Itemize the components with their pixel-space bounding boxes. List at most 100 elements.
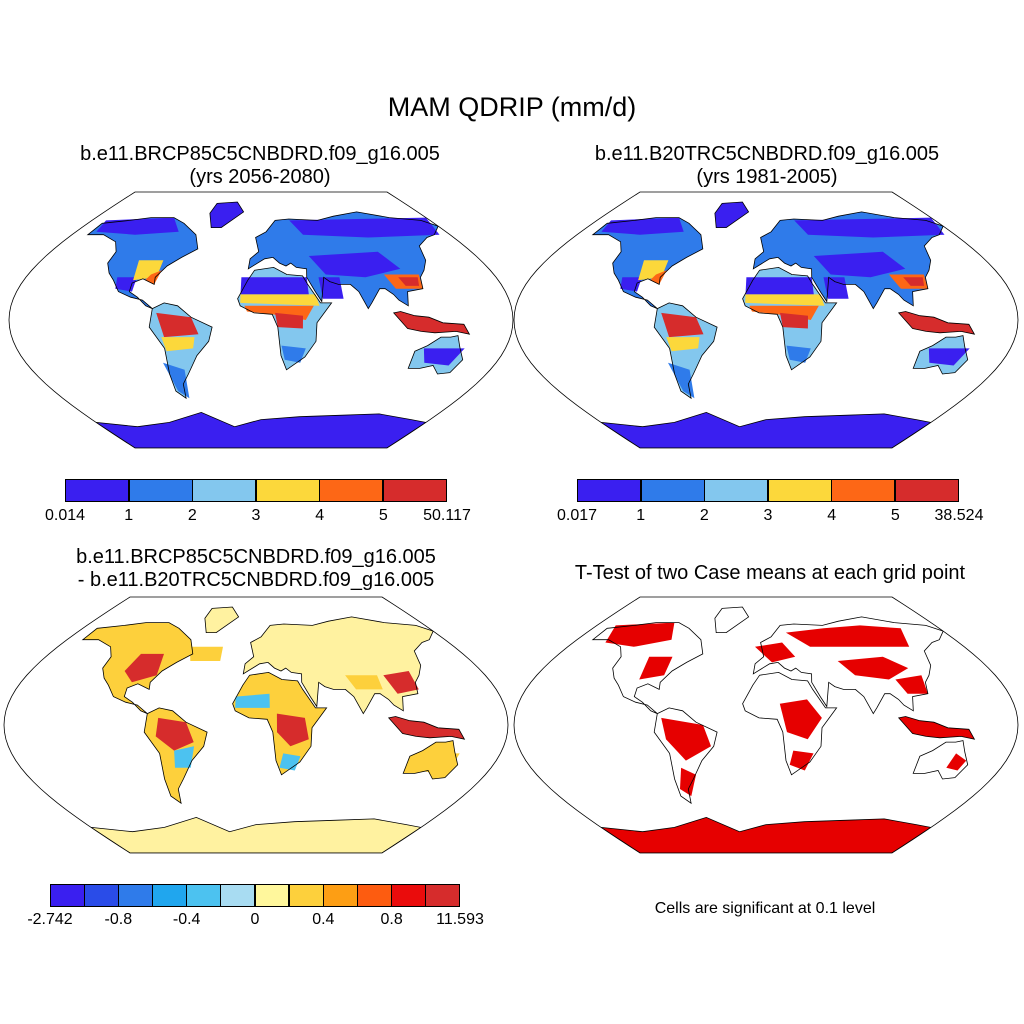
colorbar-difference-label: -0.8: [104, 911, 133, 928]
map-ttest: [513, 596, 1019, 854]
colorbar-difference-box-3: [152, 884, 188, 907]
colorbar-future-label: 1: [124, 507, 134, 524]
map-future-coastline-eurasia: [247, 211, 439, 310]
map-ttest-land-antarctica: [601, 817, 931, 853]
map-difference-coastline-indonesia: [387, 716, 466, 740]
map-historical-land-greenland: [714, 202, 749, 228]
map-future-region-4: [281, 345, 306, 363]
map-difference-coastline-samerica: [143, 707, 208, 805]
map-historical-region-4: [786, 345, 811, 363]
panel2-title-line2: (yrs 1981-2005): [696, 166, 838, 188]
significance-note: Cells are significant at 0.1 level: [654, 900, 876, 917]
map-future-region-12: [308, 251, 401, 278]
map-historical-coastline-samerica: [653, 302, 718, 400]
map-ttest-coastline-africa: [742, 671, 838, 776]
map-historical-region-3: [780, 312, 808, 329]
map-historical-region-7: [668, 362, 695, 399]
map-historical-land-indonesia: [898, 311, 975, 335]
map-future-region-5: [156, 312, 199, 338]
colorbar-difference-box-8: [322, 884, 358, 907]
colorbar-historical: [577, 479, 959, 502]
map-future-coastline-indonesia: [392, 311, 471, 335]
map-ttest-coastline-australia: [912, 740, 969, 780]
colorbar-difference-label: 0.8: [380, 911, 403, 928]
map-future-region-1: [240, 294, 320, 306]
map-future-coastline-namerica: [86, 217, 199, 309]
map-future-region-7: [163, 362, 190, 399]
colorbar-future-label: 0.014: [44, 507, 86, 524]
map-historical-region-5: [661, 312, 704, 338]
map-historical-coastline-africa: [742, 266, 838, 371]
map-ttest-region-3: [680, 767, 696, 797]
map-future-ocean: [9, 192, 513, 448]
colorbar-future-box-0: [65, 479, 130, 502]
colorbar-historical-label: 4: [827, 507, 837, 524]
map-difference-coastline-greenland: [204, 606, 240, 633]
panel1-title-line1: b.e11.BRCP85C5CNBDRD.f09_g16.005: [80, 143, 440, 165]
map-historical-coastline-indonesia: [897, 311, 976, 335]
colorbar-difference-box-1: [84, 884, 119, 907]
map-difference-land-eurasia: [243, 616, 434, 714]
map-ttest-land-greenland: [714, 607, 749, 633]
map-difference-land-antarctica: [91, 817, 421, 853]
map-difference-coastline-eurasia: [242, 616, 434, 715]
map-future-region-10: [145, 270, 162, 285]
colorbar-difference-box-5: [220, 884, 256, 907]
colorbar-future-box-1: [128, 479, 193, 502]
colorbar-future-label: 50.117: [423, 507, 471, 524]
map-historical-region-10: [650, 270, 667, 285]
map-future-region-6: [161, 337, 195, 352]
map-ttest-region-5: [789, 750, 814, 771]
map-future: [8, 191, 514, 449]
colorbar-future-box-5: [382, 479, 447, 502]
map-future-region-0: [240, 277, 309, 295]
map-future-coastline-greenland: [209, 201, 245, 228]
colorbar-historical-label: 0.017: [556, 507, 598, 524]
map-historical-coastline-australia: [912, 335, 969, 375]
colorbar-difference-box-4: [186, 884, 222, 907]
figure-title: MAM QDRIP (mm/d): [387, 92, 637, 122]
map-difference-region-6: [383, 671, 419, 694]
map-difference-region-5: [279, 753, 301, 771]
colorbar-difference-box-7: [288, 884, 324, 907]
map-ttest-region-8: [895, 675, 928, 694]
map-future-coastline-australia: [407, 335, 464, 375]
panel3-title-line1: b.e11.BRCP85C5CNBDRD.f09_g16.005: [76, 546, 436, 568]
panel1-title: b.e11.BRCP85C5CNBDRD.f09_g16.005 (yrs 20…: [20, 143, 500, 189]
colorbar-difference-label: 0.4: [312, 911, 335, 928]
colorbar-historical-box-3: [767, 479, 832, 502]
map-historical-coastline-namerica: [591, 217, 704, 309]
map-future-region-8: [115, 277, 137, 292]
colorbar-historical-box-0: [577, 479, 642, 502]
map-ttest-coastline-eurasia: [752, 616, 944, 715]
map-ttest-coastline-namerica: [591, 622, 704, 714]
colorbar-historical-box-4: [831, 479, 896, 502]
map-ttest-region-0: [605, 622, 675, 647]
map-future-land-antarctica: [96, 412, 426, 448]
colorbar-difference-label: -0.4: [172, 911, 201, 928]
map-ttest-coastline-samerica: [653, 707, 718, 805]
colorbar-future-label: 2: [187, 507, 197, 524]
map-difference-region-4: [235, 693, 270, 708]
colorbar-future-box-4: [319, 479, 384, 502]
colorbar-historical-label: 2: [699, 507, 709, 524]
map-ttest-region-7: [837, 656, 909, 680]
map-difference-region-8: [417, 753, 460, 775]
map-historical-region-1: [745, 294, 825, 306]
map-historical-region-13: [794, 217, 945, 238]
map-future-region-15: [398, 277, 420, 286]
map-historical-region-15: [903, 277, 925, 286]
map-ttest-region-1: [639, 656, 673, 680]
map-difference-land-greenland: [204, 607, 239, 633]
map-future-outline: [8, 191, 514, 449]
map-ttest-region-2: [661, 717, 711, 761]
map-difference-region-2: [174, 746, 195, 768]
map-historical-region-8: [620, 277, 642, 292]
colorbar-difference: [50, 884, 460, 907]
panel1-title-line2: (yrs 2056-2080): [189, 166, 331, 188]
map-difference: [3, 596, 509, 854]
map-ttest-region-9: [755, 642, 796, 663]
colorbar-difference-box-10: [390, 884, 426, 907]
map-difference-coastline-australia: [402, 740, 459, 780]
